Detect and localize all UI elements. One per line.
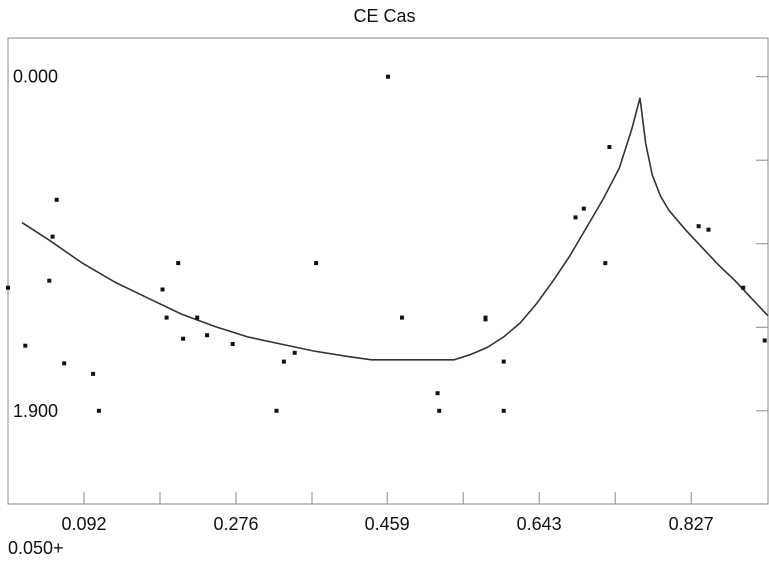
- data-point: [741, 285, 746, 290]
- data-point: [281, 359, 286, 364]
- fit-curve-line: [21, 97, 769, 361]
- y-axis-ticks: 0.000 1.900: [13, 67, 768, 421]
- x-axis-corner-note: 0.050+: [8, 538, 64, 558]
- x-tick-label: 0.276: [213, 514, 258, 534]
- data-point: [23, 343, 28, 348]
- data-point: [400, 315, 404, 320]
- data-point: [314, 261, 319, 266]
- data-point: [437, 408, 442, 413]
- data-point: [435, 391, 440, 396]
- data-point: [501, 359, 506, 364]
- data-point: [195, 315, 200, 320]
- data-point: [603, 261, 608, 266]
- y-tick-label: 0.000: [13, 67, 58, 87]
- data-point: [706, 227, 711, 232]
- x-tick-label: 0.459: [365, 514, 410, 534]
- y-tick-label: 1.900: [13, 401, 58, 421]
- data-point: [160, 287, 165, 292]
- data-point: [62, 361, 67, 366]
- data-point: [47, 278, 52, 283]
- data-point: [386, 74, 390, 79]
- data-point: [581, 206, 586, 211]
- chart-title: CE Cas: [353, 6, 416, 26]
- data-point: [205, 333, 210, 338]
- data-point: [6, 285, 10, 290]
- x-tick-label: 0.643: [517, 514, 562, 534]
- data-point: [181, 336, 186, 341]
- x-axis-ticks: 0.092 0.276 0.459 0.643 0.827: [61, 492, 714, 534]
- data-point: [230, 342, 235, 346]
- data-point: [696, 224, 701, 229]
- x-tick-label: 0.092: [61, 514, 106, 534]
- data-point: [607, 145, 612, 149]
- data-point: [164, 315, 169, 320]
- plot-frame: [7, 37, 769, 505]
- data-point: [176, 261, 181, 266]
- data-point: [54, 197, 59, 202]
- data-point: [483, 317, 488, 322]
- data-point: [274, 408, 279, 413]
- data-points: [6, 74, 767, 413]
- data-point: [50, 234, 55, 239]
- data-point: [91, 371, 96, 376]
- x-tick-label: 0.827: [669, 514, 714, 534]
- data-point: [762, 338, 767, 343]
- data-point: [501, 408, 506, 413]
- data-point: [292, 350, 297, 355]
- data-point: [96, 408, 101, 413]
- data-point: [573, 215, 578, 220]
